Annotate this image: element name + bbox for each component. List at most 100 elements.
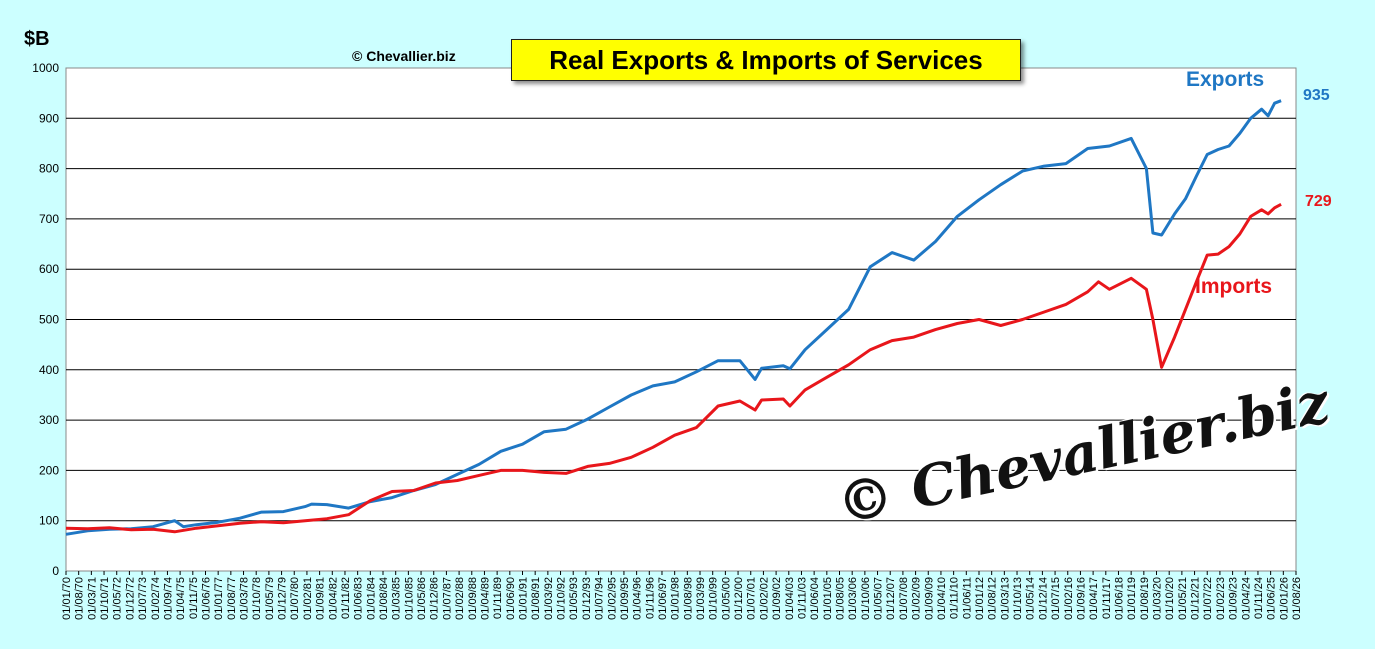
x-tick-label: 01/01/91 [517, 577, 529, 620]
x-tick-label: 01/12/86 [429, 577, 441, 620]
series-label-exports: Exports [1186, 68, 1265, 91]
x-tick-label: 01/10/92 [556, 577, 568, 620]
x-tick-label: 01/06/83 [353, 577, 365, 620]
x-tick-label: 01/11/82 [340, 577, 352, 619]
x-tick-label: 01/09/88 [467, 577, 479, 620]
x-tick-label: 01/06/76 [200, 577, 212, 620]
x-tick-label: 01/07/80 [289, 577, 301, 620]
x-tick-label: 01/03/13 [999, 577, 1011, 620]
x-tick-label: 01/07/01 [746, 577, 758, 620]
series-line-exports [65, 99, 1282, 536]
x-axis-ticks: 01/01/70 01/08/70 01/03/71 01/10/71 01/05/72… [61, 571, 1303, 620]
x-tick-label: 01/10/99 [708, 577, 720, 620]
x-tick-label: 01/07/87 [441, 577, 453, 620]
x-tick-label: 01/12/93 [581, 577, 593, 620]
x-tick-label: 01/08/91 [530, 577, 542, 620]
x-tick-label: 01/10/20 [1164, 577, 1176, 620]
x-tick-label: 01/11/03 [796, 577, 808, 619]
x-tick-label: 01/02/95 [606, 577, 618, 620]
x-tick-label: 01/07/22 [1202, 577, 1214, 620]
x-tick-label: 01/03/20 [1152, 577, 1164, 620]
x-tick-label: 01/02/09 [911, 577, 923, 620]
x-tick-label: 01/11/10 [949, 577, 961, 619]
x-tick-label: 01/10/13 [1012, 577, 1024, 620]
x-tick-label: 01/08/26 [1291, 577, 1303, 620]
series-label-imports: Imports [1195, 275, 1273, 298]
y-tick-label: 300 [39, 413, 59, 427]
x-tick-label: 01/10/71 [99, 577, 111, 620]
x-tick-label: 01/09/81 [315, 577, 327, 620]
x-tick-label: 01/04/24 [1240, 577, 1252, 620]
x-tick-label: 01/12/79 [277, 577, 289, 620]
x-tick-label: 01/06/11 [961, 577, 973, 619]
y-axis-ticks: 0 100 200 300 400 500 600 700 800 900 1000 [32, 61, 59, 578]
x-tick-label: 01/01/98 [670, 577, 682, 620]
x-tick-label: 01/10/06 [860, 577, 872, 620]
x-tick-label: 01/04/96 [632, 577, 644, 620]
x-tick-label: 01/06/04 [809, 577, 821, 620]
x-tick-label: 01/06/90 [505, 577, 517, 620]
x-tick-label: 01/10/85 [403, 577, 415, 620]
x-tick-label: 01/05/00 [720, 577, 732, 620]
x-tick-label: 01/01/26 [1278, 577, 1290, 620]
x-tick-label: 01/11/89 [492, 577, 504, 619]
x-tick-label: 01/01/70 [61, 577, 73, 620]
x-tick-label: 01/12/07 [885, 577, 897, 620]
x-tick-label: 01/05/72 [112, 577, 124, 620]
x-tick-label: 01/02/88 [454, 577, 466, 620]
y-tick-label: 1000 [32, 61, 59, 75]
x-tick-label: 01/01/84 [365, 577, 377, 620]
x-tick-label: 01/01/05 [822, 577, 834, 620]
x-tick-label: 01/09/09 [923, 577, 935, 620]
x-tick-label: 01/09/74 [162, 577, 174, 620]
exports-end-value: 935 [1303, 87, 1330, 104]
series-lines [65, 99, 1282, 536]
x-tick-label: 01/08/77 [226, 577, 238, 620]
x-tick-label: 01/11/24 [1253, 577, 1265, 619]
x-tick-label: 01/04/17 [1088, 577, 1100, 620]
x-tick-label: 01/03/06 [847, 577, 859, 620]
x-tick-label: 01/01/19 [1126, 577, 1138, 620]
x-tick-label: 01/02/02 [758, 577, 770, 620]
x-tick-label: 01/08/05 [835, 577, 847, 620]
x-tick-label: 01/05/79 [264, 577, 276, 620]
x-tick-label: 01/05/86 [416, 577, 428, 620]
x-tick-label: 01/02/81 [302, 577, 314, 620]
x-tick-label: 01/03/78 [239, 577, 251, 620]
x-tick-label: 01/12/21 [1190, 577, 1202, 620]
x-tick-label: 01/04/03 [784, 577, 796, 620]
copyright-text: © Chevallier.biz [352, 48, 456, 64]
x-tick-label: 01/10/78 [251, 577, 263, 620]
x-tick-label: 01/11/75 [188, 577, 200, 619]
x-tick-label: 01/02/16 [1063, 577, 1075, 620]
x-tick-label: 01/12/14 [1037, 577, 1049, 620]
x-tick-label: 01/06/18 [1113, 577, 1125, 620]
x-tick-label: 01/05/07 [873, 577, 885, 620]
chart-title: Real Exports & Imports of Services [511, 39, 1021, 81]
x-tick-label: 01/04/75 [175, 577, 187, 620]
x-tick-label: 01/03/99 [695, 577, 707, 620]
x-tick-label: 01/02/74 [150, 577, 162, 620]
x-tick-label: 01/09/16 [1075, 577, 1087, 620]
imports-end-value: 729 [1305, 193, 1332, 210]
x-tick-label: 01/05/21 [1177, 577, 1189, 620]
y-tick-label: 500 [39, 313, 59, 327]
y-tick-label: 700 [39, 212, 59, 226]
x-tick-label: 01/09/95 [619, 577, 631, 620]
x-tick-label: 01/08/98 [682, 577, 694, 620]
x-tick-label: 01/07/15 [1050, 577, 1062, 620]
x-tick-label: 01/06/97 [657, 577, 669, 620]
y-axis-label: $B [24, 28, 50, 50]
x-tick-label: 01/11/96 [644, 577, 656, 619]
x-tick-label: 01/06/25 [1266, 577, 1278, 620]
x-tick-label: 01/07/94 [594, 577, 606, 620]
x-tick-label: 01/08/84 [378, 577, 390, 620]
series-line-imports [65, 202, 1282, 534]
x-tick-label: 01/12/00 [733, 577, 745, 620]
x-tick-label: 01/03/71 [86, 577, 98, 620]
y-tick-label: 900 [39, 111, 59, 125]
x-tick-label: 01/02/23 [1215, 577, 1227, 620]
x-tick-label: 01/01/12 [974, 577, 986, 620]
x-tick-label: 01/01/77 [213, 577, 225, 620]
